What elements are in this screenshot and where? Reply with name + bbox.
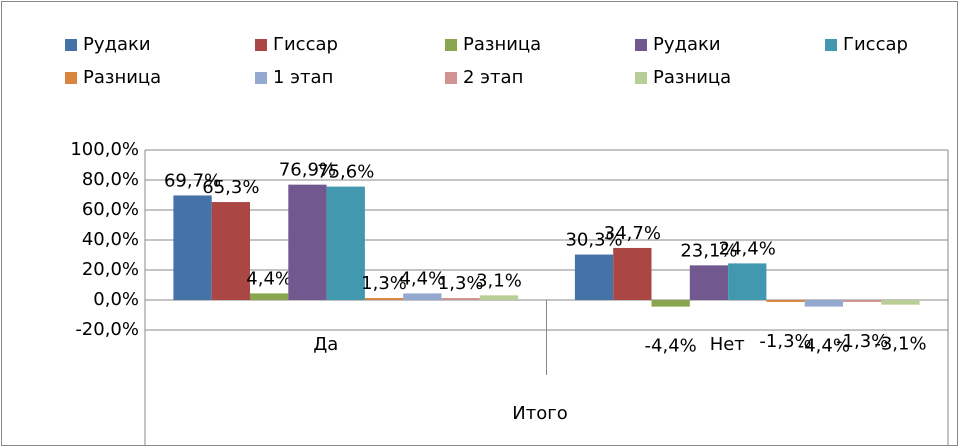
y-tick-label: 40,0%	[82, 229, 139, 250]
legend-swatch	[445, 72, 457, 84]
bar	[881, 300, 920, 305]
category-group-label: Итого	[512, 403, 567, 424]
legend-label: Гиссар	[843, 34, 908, 55]
value-label: 76,9%	[279, 160, 336, 181]
value-label: -4,4%	[798, 336, 850, 357]
bar	[173, 195, 212, 300]
bar	[843, 300, 882, 302]
value-label: -4,4%	[645, 336, 697, 357]
legend-label: Разница	[83, 67, 161, 88]
legend-label: Рудаки	[653, 34, 721, 55]
legend-swatch	[255, 39, 267, 51]
value-label: 24,4%	[719, 238, 776, 259]
legend-label: Разница	[653, 67, 731, 88]
y-tick-label: 0,0%	[93, 289, 139, 310]
y-tick-label: 100,0%	[70, 139, 139, 160]
x-tick-label: Да	[313, 334, 338, 355]
bar	[326, 186, 365, 300]
value-label: 1,3%	[438, 273, 484, 294]
legend-swatch	[255, 72, 267, 84]
value-label: 30,3%	[565, 230, 622, 251]
bar	[288, 184, 327, 300]
legend-swatch	[65, 39, 77, 51]
value-label: 1,3%	[361, 273, 407, 294]
value-label: -1,3%	[759, 331, 811, 352]
y-tick-label: -20,0%	[75, 319, 139, 340]
bar	[211, 202, 250, 300]
value-label: -3,1%	[874, 334, 926, 355]
bar	[403, 293, 442, 300]
bar	[250, 293, 289, 300]
legend-label: Гиссар	[273, 34, 338, 55]
legend-swatch	[445, 39, 457, 51]
legend-label: Разница	[463, 34, 541, 55]
value-label: 3,1%	[476, 270, 522, 291]
value-label: 65,3%	[202, 177, 259, 198]
y-tick-label: 80,0%	[82, 169, 139, 190]
legend-swatch	[635, 39, 647, 51]
bar	[689, 265, 729, 300]
legend-swatch	[65, 72, 77, 84]
y-tick-label: 20,0%	[82, 259, 139, 280]
bar	[613, 247, 652, 300]
bar	[574, 254, 614, 300]
x-tick-label: Нет	[710, 334, 745, 355]
value-label: 69,7%	[164, 170, 221, 191]
value-label: 23,1%	[680, 240, 737, 261]
legend-label: 1 этап	[273, 67, 333, 88]
bar	[479, 295, 519, 300]
value-label: -1,3%	[836, 331, 888, 352]
bar	[651, 300, 690, 307]
value-label: 34,7%	[604, 223, 661, 244]
bar	[804, 300, 843, 307]
legend-swatch	[825, 39, 837, 51]
legend-label: Рудаки	[83, 34, 151, 55]
value-label: 4,4%	[246, 268, 292, 289]
value-label: 75,6%	[317, 162, 374, 183]
bar	[441, 298, 480, 300]
bar	[766, 300, 805, 302]
bar	[728, 263, 767, 300]
value-label: 4,4%	[399, 268, 445, 289]
y-tick-label: 60,0%	[82, 199, 139, 220]
bar	[364, 298, 404, 300]
legend-label: 2 этап	[463, 67, 523, 88]
legend-swatch	[635, 72, 647, 84]
